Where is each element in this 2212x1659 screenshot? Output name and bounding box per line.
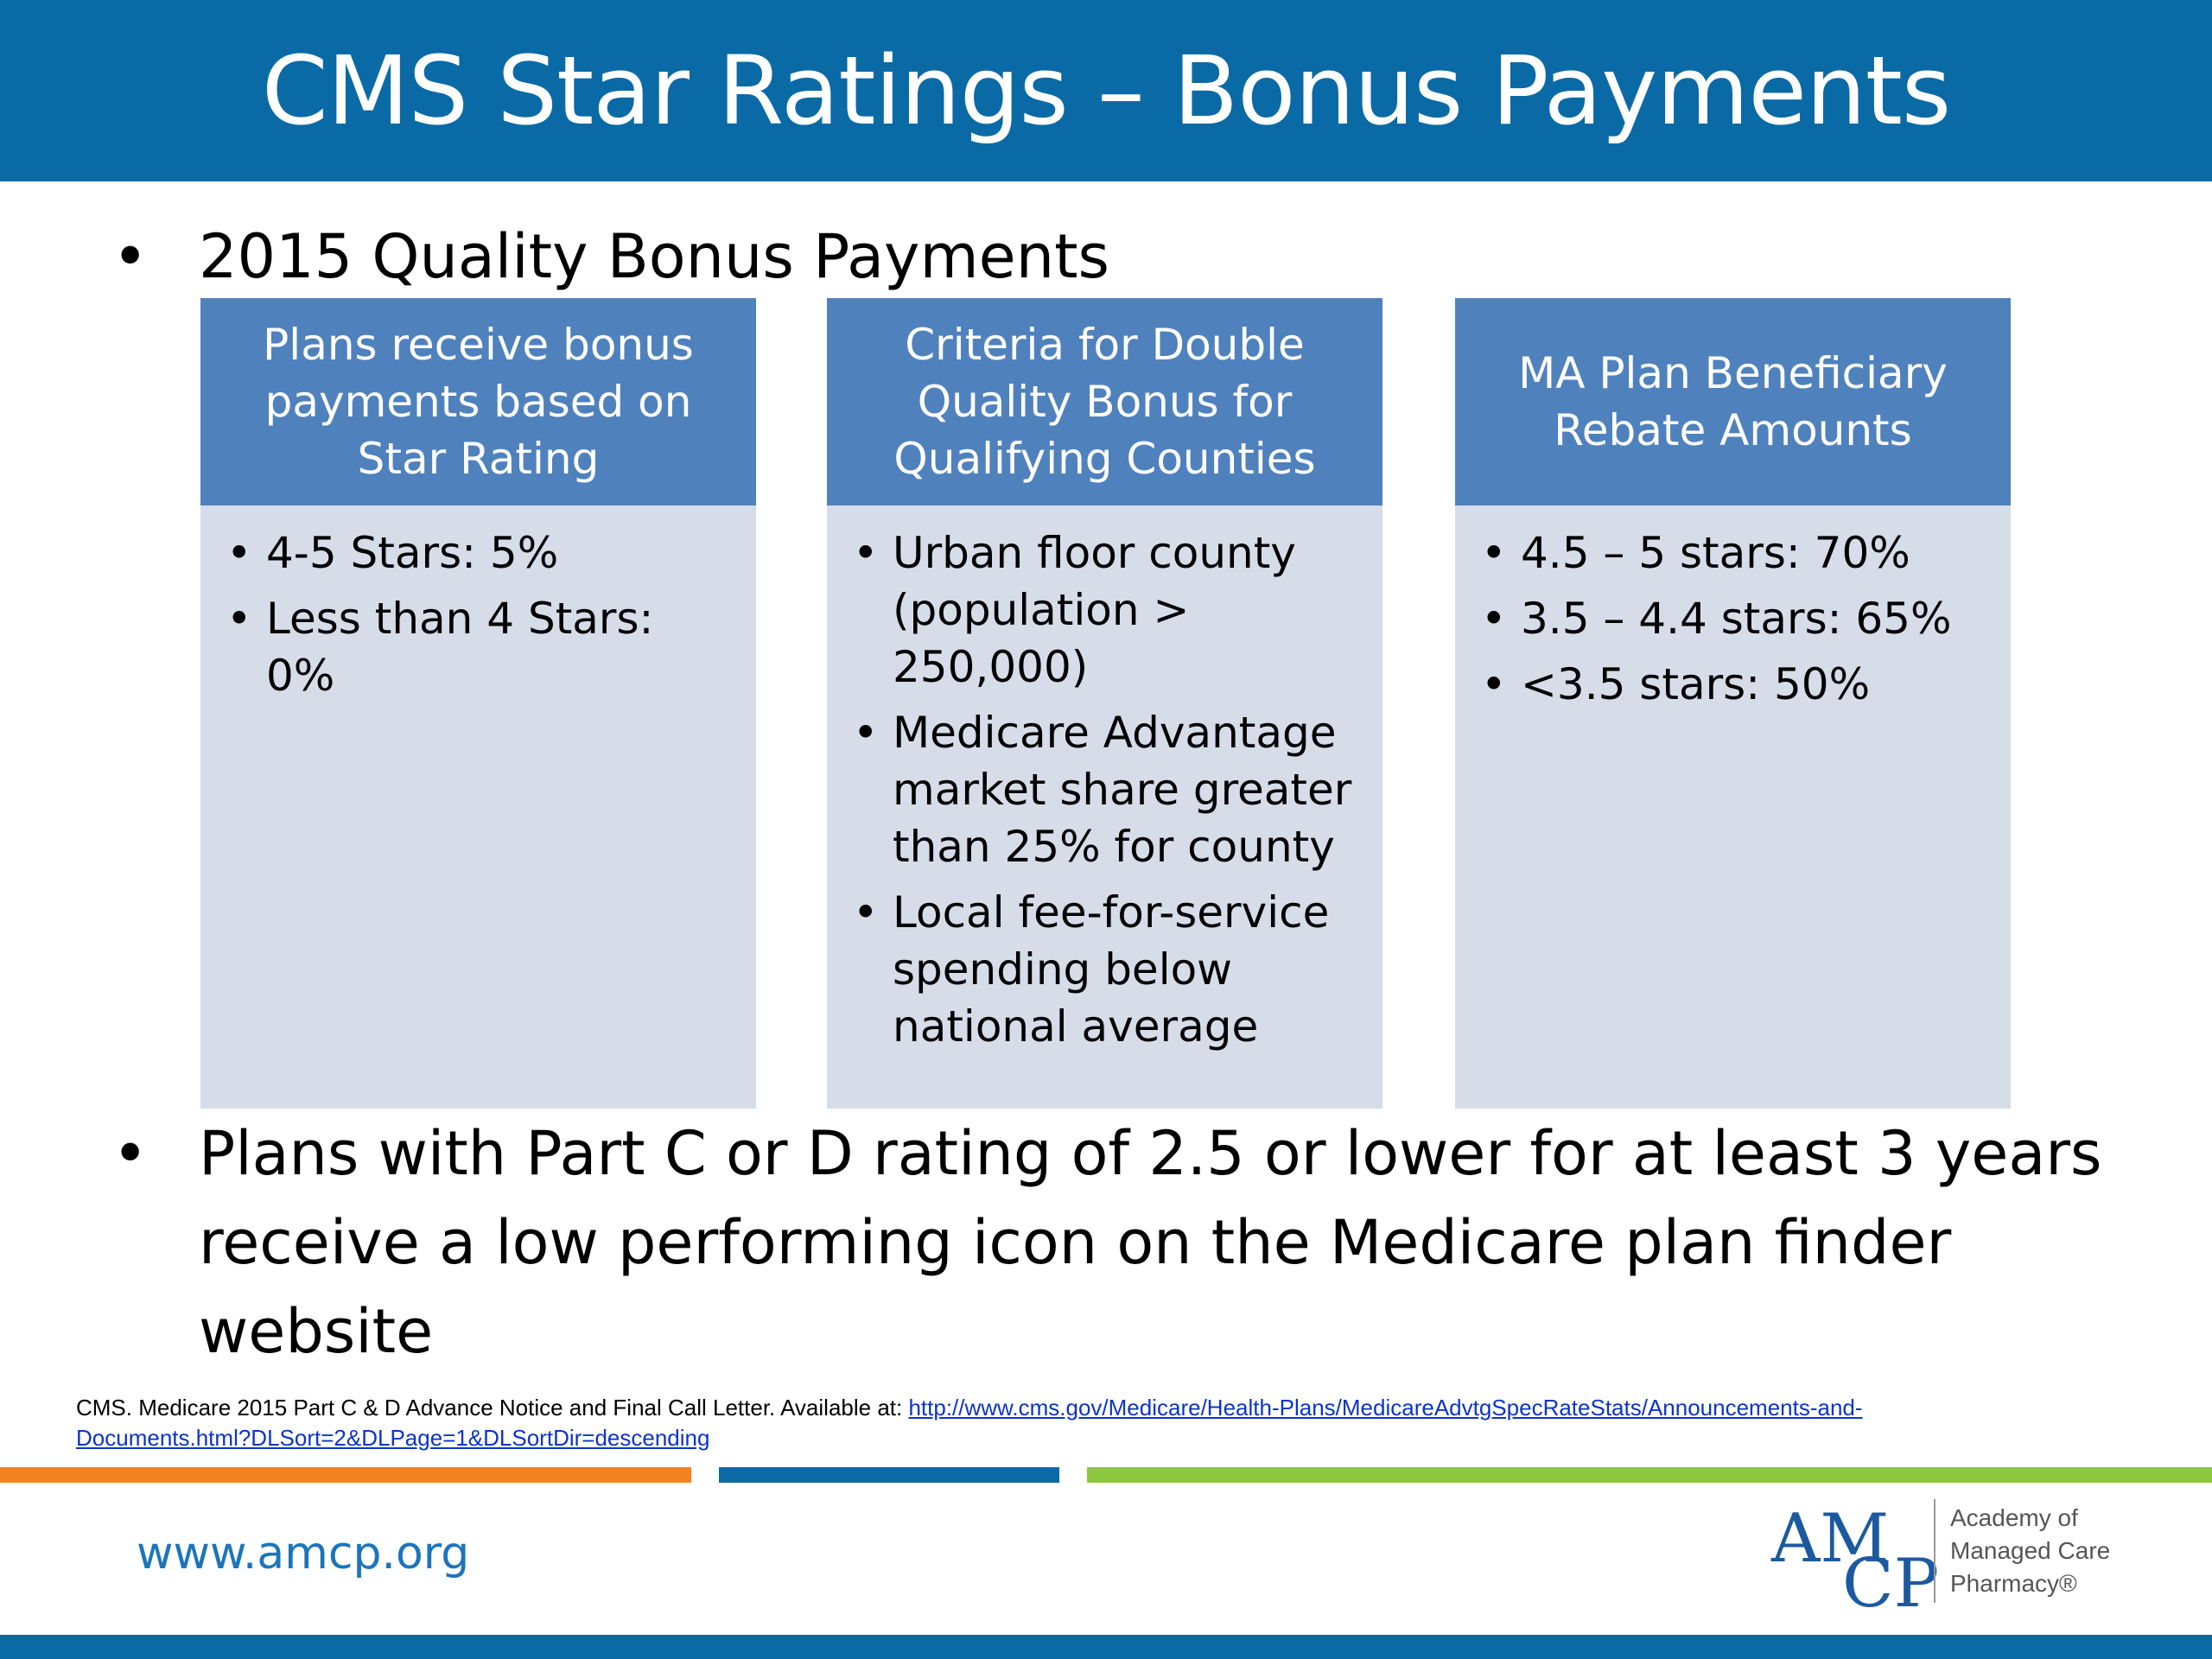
- amcp-logo: AM CP Academy of Managed Care Pharmacy®: [1771, 1495, 2134, 1618]
- bullet-dot: •: [112, 1118, 149, 1189]
- bullet-dot: •: [112, 221, 149, 292]
- divider-stripe-blue: [719, 1467, 1059, 1483]
- box-double-bonus-criteria: Criteria for Double Quality Bonus for Qu…: [827, 298, 1382, 1109]
- bullet-low-performing: • Plans with Part C or D rating of 2.5 o…: [112, 1118, 2126, 1376]
- bullet-text: 2015 Quality Bonus Payments: [199, 221, 1109, 292]
- amcp-logo-name: Academy of Managed Care Pharmacy®: [1950, 1504, 2111, 1597]
- citation: CMS. Medicare 2015 Part C & D Advance No…: [76, 1393, 2029, 1453]
- list-item: • Local fee-for-service spending below na…: [853, 887, 1330, 1052]
- list-item: • Medicare Advantage market share greater…: [853, 708, 1352, 872]
- box-rebate-amounts: MA Plan Beneficiary Rebate Amounts • 4.5 …: [1455, 298, 2011, 1109]
- list-item: • <3.5 stars: 50%: [1481, 659, 1871, 709]
- citation-text: CMS. Medicare 2015 Part C & D Advance No…: [76, 1395, 909, 1421]
- box-body: • 4.5 – 5 stars: 70% • 3.5 – 4.4 stars: 65…: [1455, 505, 2011, 713]
- box-header: Plans receive bonus payments based on St…: [200, 298, 756, 505]
- divider-stripe-orange: [0, 1467, 691, 1483]
- list-item: • 4.5 – 5 stars: 70%: [1481, 528, 1910, 578]
- bullet-text: Plans with Part C or D rating of 2.5 or …: [199, 1118, 2102, 1367]
- divider-stripe-green: [1087, 1467, 2212, 1483]
- logo-divider: [1934, 1499, 1936, 1603]
- box-bonus-payments: Plans receive bonus payments based on St…: [200, 298, 756, 1109]
- box-body: • 4-5 Stars: 5% • Less than 4 Stars: 0%: [200, 505, 756, 704]
- box-header: MA Plan Beneficiary Rebate Amounts: [1455, 298, 2011, 505]
- box-body: • Urban floor county (population > 250,00…: [827, 505, 1382, 1055]
- slide-title: CMS Star Ratings – Bonus Payments: [261, 35, 1951, 146]
- bottom-bar: [0, 1635, 2212, 1659]
- title-bar: CMS Star Ratings – Bonus Payments: [0, 0, 2212, 181]
- list-item: • 3.5 – 4.4 stars: 65%: [1481, 594, 1952, 644]
- list-item: • Urban floor county (population > 250,00…: [853, 528, 1296, 692]
- citation-link[interactable]: http://www.cms.gov/Medicare/Health-Plans…: [76, 1395, 1863, 1451]
- footer-url: www.amcp.org: [137, 1528, 470, 1580]
- bullet-quality-bonus: • 2015 Quality Bonus Payments: [112, 226, 1109, 287]
- box-header: Criteria for Double Quality Bonus for Qu…: [827, 298, 1382, 505]
- list-item: • Less than 4 Stars: 0%: [226, 594, 654, 701]
- list-item: • 4-5 Stars: 5%: [226, 528, 559, 578]
